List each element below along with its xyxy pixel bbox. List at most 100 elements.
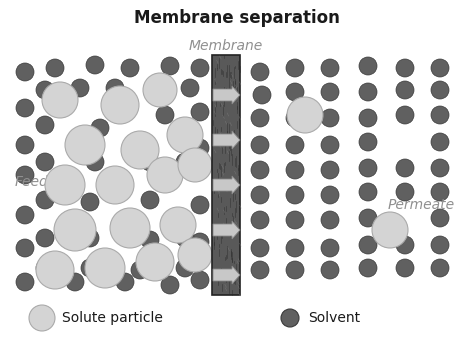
FancyArrow shape xyxy=(213,221,240,239)
Circle shape xyxy=(101,86,139,124)
Circle shape xyxy=(110,208,150,248)
Circle shape xyxy=(359,183,377,201)
Circle shape xyxy=(65,125,105,165)
Circle shape xyxy=(431,133,449,151)
Circle shape xyxy=(431,59,449,77)
Circle shape xyxy=(286,186,304,204)
Circle shape xyxy=(281,309,299,327)
Circle shape xyxy=(141,191,159,209)
Circle shape xyxy=(81,193,99,211)
Circle shape xyxy=(91,119,109,137)
Circle shape xyxy=(167,117,203,153)
Circle shape xyxy=(178,238,212,272)
Text: Solvent: Solvent xyxy=(308,311,360,325)
Circle shape xyxy=(160,207,196,243)
Circle shape xyxy=(85,248,125,288)
Circle shape xyxy=(141,153,159,171)
Circle shape xyxy=(191,59,209,77)
Circle shape xyxy=(396,183,414,201)
Circle shape xyxy=(66,273,84,291)
Circle shape xyxy=(251,109,269,127)
Circle shape xyxy=(431,236,449,254)
Circle shape xyxy=(36,81,54,99)
Circle shape xyxy=(286,109,304,127)
Circle shape xyxy=(131,261,149,279)
Text: Permeate: Permeate xyxy=(388,198,455,212)
Circle shape xyxy=(16,99,34,117)
Circle shape xyxy=(96,166,134,204)
Circle shape xyxy=(359,236,377,254)
Circle shape xyxy=(321,211,339,229)
Circle shape xyxy=(396,159,414,177)
Circle shape xyxy=(54,209,96,251)
Circle shape xyxy=(116,273,134,291)
Circle shape xyxy=(178,148,212,182)
Circle shape xyxy=(16,206,34,224)
Circle shape xyxy=(321,186,339,204)
Circle shape xyxy=(191,103,209,121)
Circle shape xyxy=(176,119,194,137)
Circle shape xyxy=(396,106,414,124)
Text: Membrane: Membrane xyxy=(189,39,263,53)
Circle shape xyxy=(36,259,54,277)
FancyArrow shape xyxy=(213,266,240,284)
Circle shape xyxy=(191,196,209,214)
Circle shape xyxy=(359,159,377,177)
Circle shape xyxy=(121,59,139,77)
Circle shape xyxy=(46,59,64,77)
Circle shape xyxy=(141,231,159,249)
Circle shape xyxy=(36,153,54,171)
Circle shape xyxy=(286,59,304,77)
Text: Membrane separation: Membrane separation xyxy=(134,9,340,27)
Circle shape xyxy=(431,183,449,201)
FancyArrow shape xyxy=(213,176,240,194)
Circle shape xyxy=(321,239,339,257)
Circle shape xyxy=(286,239,304,257)
Circle shape xyxy=(36,251,74,289)
Circle shape xyxy=(42,82,78,118)
Circle shape xyxy=(36,191,54,209)
Circle shape xyxy=(396,259,414,277)
Circle shape xyxy=(253,86,271,104)
Circle shape xyxy=(146,79,164,97)
Circle shape xyxy=(321,59,339,77)
Circle shape xyxy=(359,209,377,227)
Text: Solute particle: Solute particle xyxy=(62,311,163,325)
Circle shape xyxy=(321,136,339,154)
Circle shape xyxy=(86,56,104,74)
Circle shape xyxy=(431,259,449,277)
Circle shape xyxy=(36,116,54,134)
Circle shape xyxy=(251,186,269,204)
Circle shape xyxy=(191,139,209,157)
Circle shape xyxy=(431,81,449,99)
Circle shape xyxy=(286,261,304,279)
Circle shape xyxy=(359,57,377,75)
Circle shape xyxy=(161,276,179,294)
Circle shape xyxy=(156,106,174,124)
Circle shape xyxy=(251,261,269,279)
Circle shape xyxy=(36,229,54,247)
Circle shape xyxy=(359,83,377,101)
Circle shape xyxy=(431,106,449,124)
Circle shape xyxy=(286,83,304,101)
Circle shape xyxy=(81,229,99,247)
Circle shape xyxy=(287,97,323,133)
Circle shape xyxy=(251,211,269,229)
Text: Feed: Feed xyxy=(15,175,49,189)
Circle shape xyxy=(372,212,408,248)
Circle shape xyxy=(181,79,199,97)
Circle shape xyxy=(251,63,269,81)
Circle shape xyxy=(16,63,34,81)
Circle shape xyxy=(16,273,34,291)
Circle shape xyxy=(396,59,414,77)
Circle shape xyxy=(176,229,194,247)
Circle shape xyxy=(321,83,339,101)
FancyArrow shape xyxy=(213,86,240,104)
Bar xyxy=(212,55,240,295)
Circle shape xyxy=(176,153,194,171)
Circle shape xyxy=(359,133,377,151)
Circle shape xyxy=(106,79,124,97)
Circle shape xyxy=(396,236,414,254)
Circle shape xyxy=(251,239,269,257)
Circle shape xyxy=(251,161,269,179)
